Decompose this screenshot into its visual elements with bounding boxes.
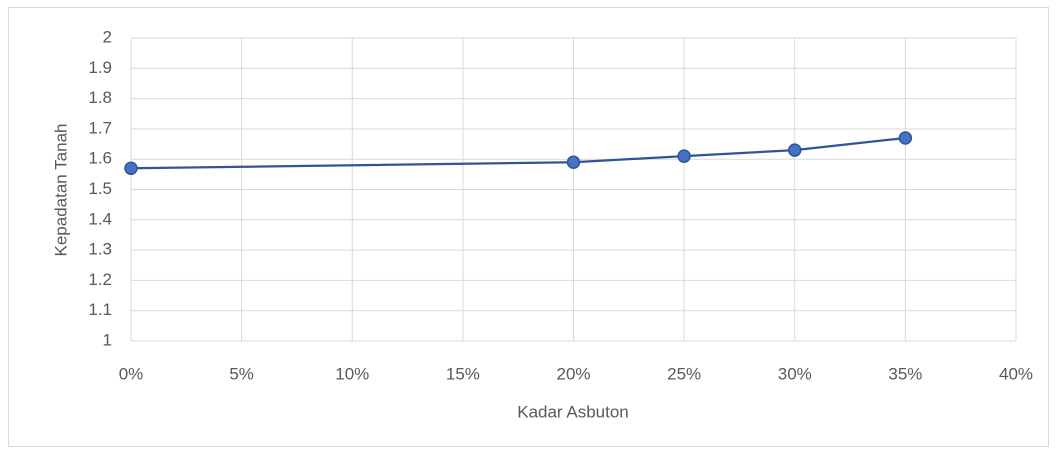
data-point [124,161,138,176]
data-point [898,131,913,145]
y-tick-label: 1.7 [88,118,112,137]
data-point [677,149,691,163]
y-axis-title: Kepadatan Tanah [51,124,70,257]
data-point [566,155,581,169]
y-tick-label: 1 [103,330,112,349]
x-tick-label: 0% [119,364,144,383]
x-tick-label: 20% [556,364,590,383]
x-tick-label: 35% [888,364,922,383]
y-tick-label: 1.2 [88,270,112,289]
x-tick-label: 40% [999,364,1033,383]
y-tick-label: 2 [103,27,112,46]
y-tick-label: 1.3 [88,240,112,259]
x-tick-label: 5% [229,364,254,383]
y-tick-label: 1.9 [88,58,112,77]
chart-frame [8,7,1049,447]
x-axis-title: Kadar Asbuton [517,402,629,421]
x-tick-label: 30% [778,364,812,383]
y-tick-label: 1.5 [88,179,112,198]
x-tick-label: 25% [667,364,701,383]
y-tick-label: 1.8 [88,88,112,107]
y-tick-label: 1.4 [88,209,112,228]
y-tick-label: 1.1 [88,300,112,319]
x-tick-label: 15% [446,364,480,383]
y-tick-label: 1.6 [88,149,112,168]
data-point [788,143,802,157]
x-tick-label: 10% [335,364,369,383]
